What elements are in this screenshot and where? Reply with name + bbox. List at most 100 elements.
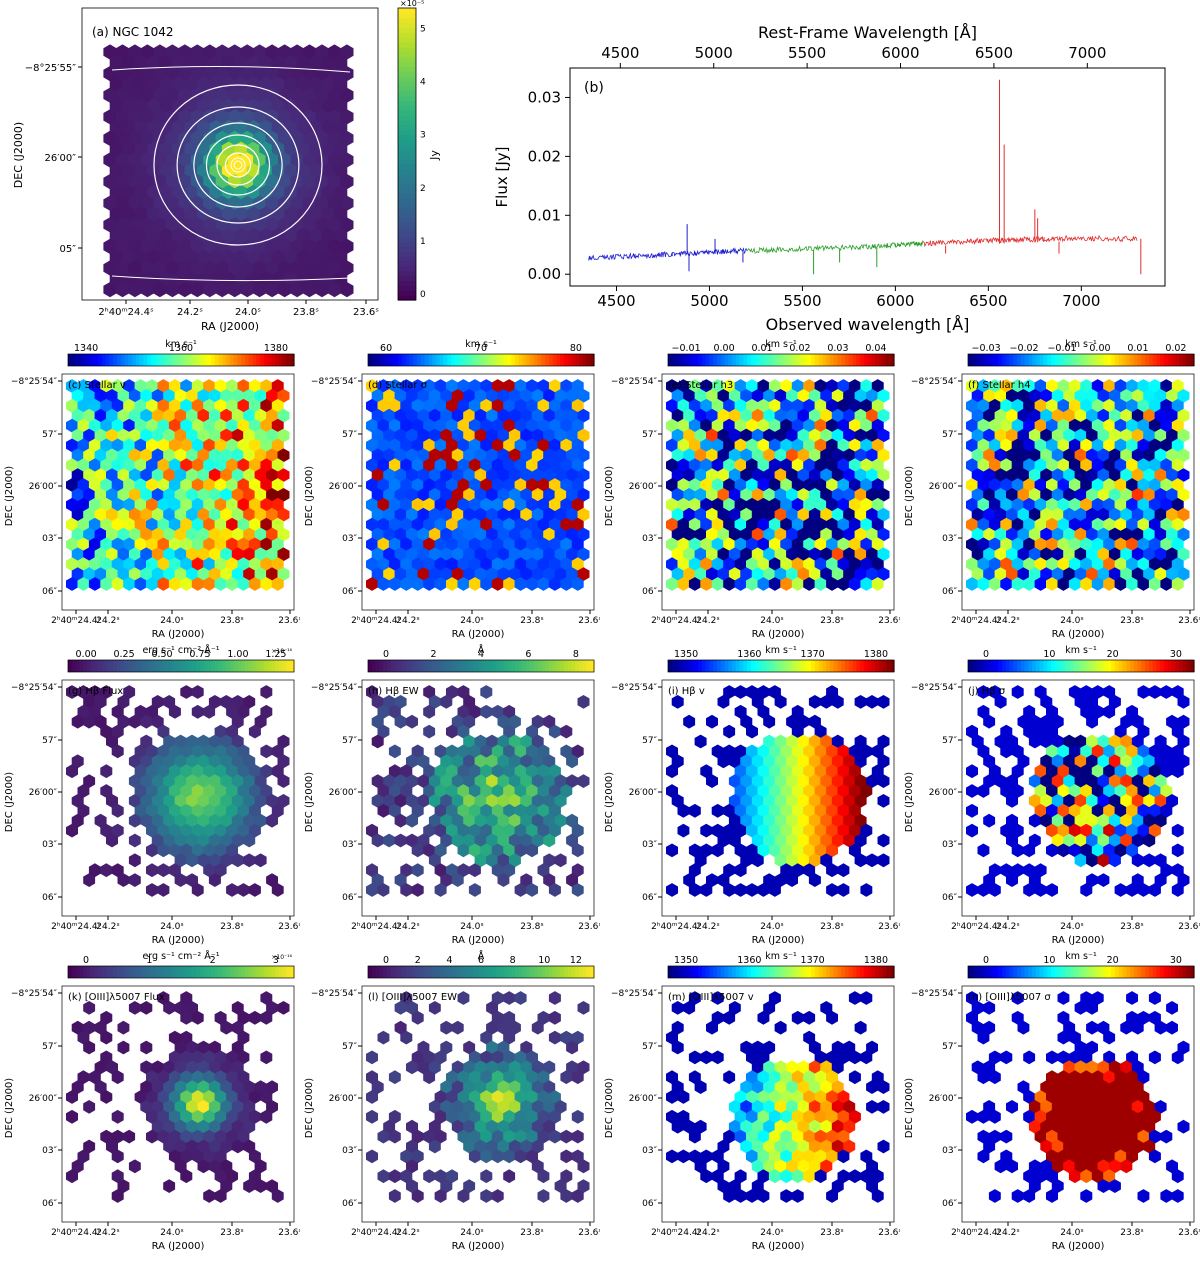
colorbar-segment: [675, 966, 680, 978]
colorbar-tick-label: 6: [525, 649, 531, 660]
image-pixel: [290, 238, 304, 254]
colorbar-segment: [735, 966, 741, 978]
colorbar-segment: [679, 966, 684, 978]
map-pixel: [134, 803, 147, 818]
map-pixel: [548, 803, 561, 818]
map-pixel: [554, 547, 567, 562]
map-pixel: [226, 1129, 238, 1144]
spectrum-series-2: [923, 234, 1138, 248]
map-pixel: [677, 438, 690, 453]
map-pixel: [831, 488, 844, 502]
map-pixel: [111, 497, 124, 512]
map-pixel: [128, 873, 141, 887]
map-pixel: [366, 379, 378, 393]
image-pixel: [327, 217, 341, 233]
map-pixel: [1023, 379, 1036, 393]
colorbar-segment: [871, 354, 876, 366]
map-pixel: [1131, 527, 1144, 542]
map-pixel: [848, 537, 861, 552]
colorbar-segment: [143, 966, 148, 978]
colorbar-tick-label: 6: [478, 955, 484, 966]
map-pixel: [508, 527, 521, 542]
map-pixel: [1028, 428, 1041, 443]
map-pixel: [1160, 685, 1173, 699]
map-pixel: [791, 398, 804, 413]
colorbar-segment: [694, 354, 699, 366]
x-axis-label: RA (J2000): [201, 320, 259, 333]
colorbar-segment: [109, 966, 114, 978]
map-pixel: [1166, 448, 1178, 463]
map-pixel: [423, 557, 436, 572]
image-pixel: [253, 174, 267, 190]
map-pixel: [1006, 389, 1018, 403]
map-pixel: [186, 853, 198, 868]
map-pixel: [434, 803, 447, 818]
map-pixel: [94, 527, 107, 542]
map-pixel: [994, 567, 1007, 581]
map-pixel: [808, 527, 821, 542]
top-tick-label: 6000: [881, 44, 919, 62]
map-pixel: [83, 1139, 96, 1154]
map-pixel: [1011, 991, 1024, 1005]
map-pixel: [1160, 577, 1173, 591]
colorbar-segment: [398, 295, 416, 301]
colorbar-segment: [807, 354, 812, 366]
map-pixel: [1034, 537, 1047, 552]
map-pixel: [220, 1159, 233, 1174]
colorbar-segment: [473, 354, 478, 366]
map-pixel: [786, 567, 798, 581]
map-pixel: [1017, 507, 1030, 522]
colorbar-segment: [398, 183, 416, 189]
map-pixel: [1154, 448, 1167, 463]
map-pixel: [814, 478, 827, 492]
map-pixel: [860, 537, 873, 552]
map-pixel: [468, 438, 481, 453]
panel-label: (a) NGC 1042: [92, 25, 174, 39]
map-pixel: [977, 577, 990, 591]
colorbar-segment: [1005, 354, 1011, 366]
map-pixel: [480, 398, 493, 413]
map-pixel: [848, 764, 861, 779]
map-pixel: [694, 527, 707, 542]
map-pixel: [1160, 557, 1173, 572]
map-pixel: [1171, 724, 1184, 739]
map-pixel: [751, 1080, 764, 1094]
map-pixel: [711, 577, 724, 591]
image-pixel: [246, 271, 260, 287]
map-pixel: [854, 1020, 867, 1035]
map-pixel: [446, 744, 458, 759]
map-pixel: [480, 1070, 493, 1085]
map-pixel: [503, 398, 516, 413]
image-pixel: [215, 109, 229, 125]
map-pixel: [1028, 794, 1041, 808]
map-pixel: [814, 379, 827, 393]
map-pixel: [446, 1070, 458, 1085]
image-pixel: [221, 271, 236, 287]
map-pixel: [1006, 873, 1018, 887]
map-pixel: [474, 853, 487, 868]
map-pixel: [791, 1109, 804, 1124]
map-pixel: [734, 803, 747, 818]
map-pixel: [146, 803, 158, 818]
map-pixel: [123, 458, 136, 473]
map-pixel: [1034, 685, 1047, 699]
colorbar-segment: [473, 660, 478, 672]
map-pixel: [548, 577, 561, 591]
map-pixel: [688, 398, 701, 413]
colorbar-segment: [716, 660, 722, 672]
map-pixel: [543, 794, 556, 808]
map-pixel: [763, 774, 776, 788]
map-pixel: [434, 1090, 447, 1104]
map-pixel: [566, 507, 578, 522]
map-pixel: [1171, 863, 1184, 878]
colorbar-segment: [94, 660, 99, 672]
colorbar-segment: [728, 966, 733, 978]
colorbar-segment: [398, 966, 403, 978]
image-pixel: [309, 271, 323, 287]
map-pixel: [457, 991, 470, 1005]
map-pixel: [1040, 468, 1053, 482]
colorbar-tick-label: 0.50: [151, 649, 172, 660]
map-pixel: [480, 1050, 493, 1065]
map-pixel: [1040, 714, 1053, 729]
map-pixel: [988, 497, 1001, 512]
